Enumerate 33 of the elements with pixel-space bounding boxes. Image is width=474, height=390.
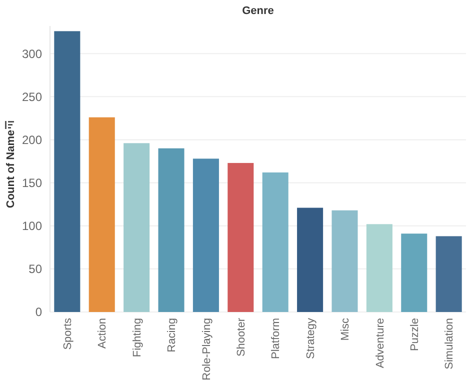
x-tick-label: Simulation (444, 318, 456, 370)
x-tick-label: Action (96, 318, 109, 349)
x-tick-label: Role-Playing (200, 318, 213, 380)
y-tick-label: 100 (22, 219, 42, 234)
x-tick-label: Shooter (236, 318, 248, 357)
y-tick-label: 150 (22, 176, 42, 190)
bar (192, 158, 219, 312)
x-tick-label: Racing (166, 318, 178, 352)
bar (332, 210, 358, 312)
bar (262, 172, 288, 312)
chart-title: Genre (242, 5, 274, 17)
bar (158, 148, 184, 312)
bar (88, 117, 115, 312)
bar (124, 143, 150, 312)
bar (436, 236, 462, 312)
x-tick-label: Misc (340, 318, 352, 341)
y-tick-label: 300 (22, 46, 42, 61)
y-axis-title: Count of Name (4, 130, 17, 208)
y-tick-label: 250 (22, 90, 42, 104)
y-tick-label: 0 (35, 305, 42, 320)
y-tick-label: 50 (28, 262, 42, 276)
x-tick-label: Strategy (304, 318, 317, 359)
x-tick-label: Fighting (131, 318, 144, 358)
bar (366, 224, 392, 312)
bar (228, 162, 254, 312)
x-tick-label: Sports (62, 318, 74, 350)
bar (297, 208, 324, 312)
x-tick-label: Platform (270, 318, 282, 359)
x-tick-label: Puzzle (408, 318, 421, 352)
bar (401, 234, 428, 312)
bar (54, 31, 80, 312)
x-tick-label: Adventure (374, 318, 386, 368)
y-tick-label: 200 (22, 132, 42, 147)
